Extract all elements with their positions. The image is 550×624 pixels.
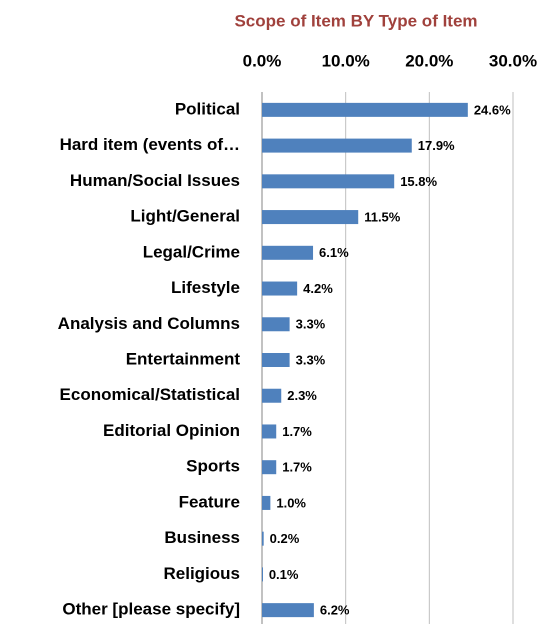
bar (262, 245, 314, 260)
data-label: 17.9% (418, 138, 455, 153)
data-label: 6.1% (319, 245, 349, 260)
y-tick-label: Lifestyle (171, 278, 240, 297)
data-label: 2.3% (287, 388, 317, 403)
bar (262, 281, 298, 296)
data-label: 15.8% (400, 174, 437, 189)
y-tick-label: Human/Social Issues (70, 171, 240, 190)
y-tick-label: Other [please specify] (62, 600, 240, 619)
bar (262, 424, 277, 439)
bar (262, 353, 290, 367)
y-tick-label: Legal/Crime (143, 242, 240, 261)
y-tick-label: Hard item (events of… (60, 135, 240, 154)
bar (262, 138, 412, 153)
y-tick-label: Entertainment (126, 349, 241, 368)
bar (262, 174, 395, 189)
y-tick-label: Business (164, 528, 240, 547)
y-tick-label: Feature (179, 492, 240, 511)
y-tick-label: Sports (186, 457, 240, 476)
bar (262, 102, 468, 117)
data-label: 1.7% (282, 460, 312, 475)
y-tick-label: Political (175, 99, 240, 118)
data-label: 11.5% (364, 210, 401, 225)
bar (262, 460, 277, 475)
y-tick-label: Analysis and Columns (58, 314, 240, 333)
data-label: 6.2% (320, 603, 350, 618)
data-label: 0.1% (269, 567, 299, 582)
y-tick-label: Light/General (130, 207, 240, 226)
x-tick-label: 10.0% (322, 51, 370, 70)
data-label: 24.6% (474, 102, 511, 117)
y-tick-label: Editorial Opinion (103, 421, 240, 440)
data-label: 0.2% (270, 531, 300, 546)
chart-title: Scope of Item BY Type of Item (234, 11, 477, 30)
bar (262, 210, 359, 225)
data-label: 1.7% (282, 424, 312, 439)
y-tick-label: Religious (163, 564, 240, 583)
data-label: 3.3% (296, 352, 326, 367)
x-tick-label: 20.0% (405, 51, 453, 70)
data-label: 1.0% (276, 495, 306, 510)
x-tick-label: 0.0% (243, 51, 282, 70)
bar (262, 388, 282, 403)
bar (262, 531, 264, 546)
bar (262, 603, 314, 618)
x-tick-label: 30.0% (489, 51, 537, 70)
data-label: 4.2% (303, 281, 333, 296)
bar (262, 567, 263, 582)
y-tick-label: Economical/Statistical (60, 385, 240, 404)
bar (262, 317, 290, 332)
bar (262, 495, 271, 510)
data-label: 3.3% (296, 317, 326, 332)
